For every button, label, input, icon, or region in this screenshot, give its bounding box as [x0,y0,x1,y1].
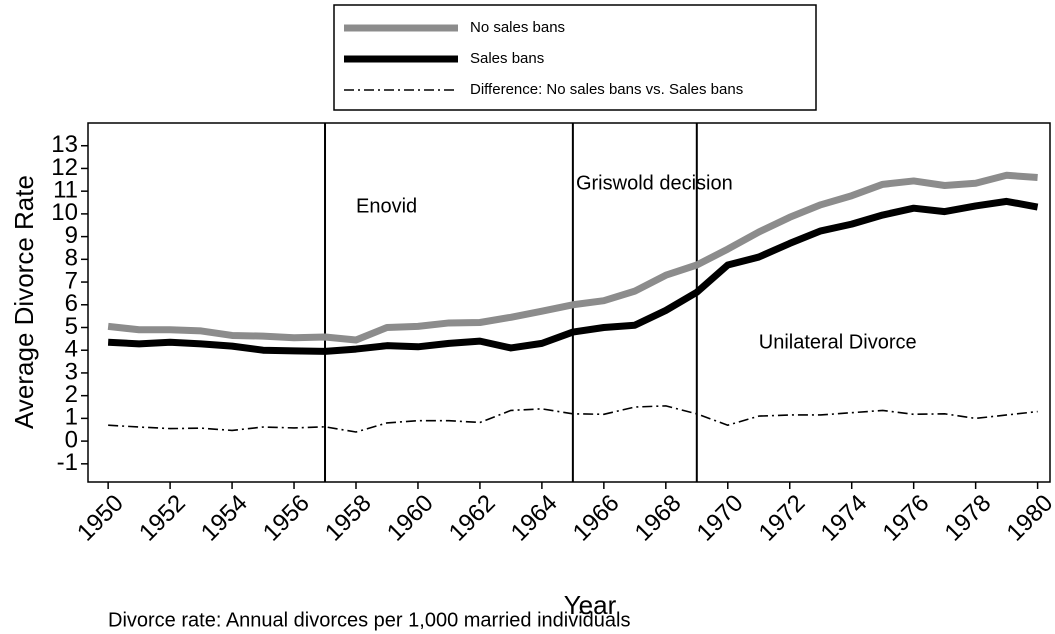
line-series [107,197,1039,355]
y-tick-label: 6 [65,290,78,317]
y-tick-label: 11 [53,177,78,204]
annotation: Griswold decision [576,173,733,195]
y-tick-label: 5 [65,313,78,340]
y-tick-label: 0 [65,426,78,453]
y-tick-label: 12 [51,154,78,181]
y-tick-label: 3 [65,358,78,385]
line-series [108,405,1038,433]
legend-label: No sales bans [470,19,565,36]
y-tick-label: 4 [65,336,78,363]
legend-label: Sales bans [470,50,544,67]
y-tick-label: 13 [51,131,78,158]
legend-label: Difference: No sales bans vs. Sales bans [470,81,743,98]
x-axis-title: Year [564,590,617,620]
y-tick-label: 7 [65,267,78,294]
annotation: Unilateral Divorce [759,332,917,354]
y-tick-label: 2 [65,381,78,408]
y-tick-label: 9 [65,222,78,249]
y-axis-title: Average Divorce Rate [9,175,39,429]
y-tick-label: 8 [65,245,78,272]
legend-box [333,4,817,111]
y-tick-label: 1 [65,404,78,431]
plot-frame [87,122,1051,483]
y-tick-label: 10 [51,199,78,226]
footnote: Divorce rate: Annual divorces per 1,000 … [108,609,631,631]
annotation: Enovid [356,195,417,217]
y-tick-label: -1 [57,449,78,476]
line-series [107,171,1038,344]
